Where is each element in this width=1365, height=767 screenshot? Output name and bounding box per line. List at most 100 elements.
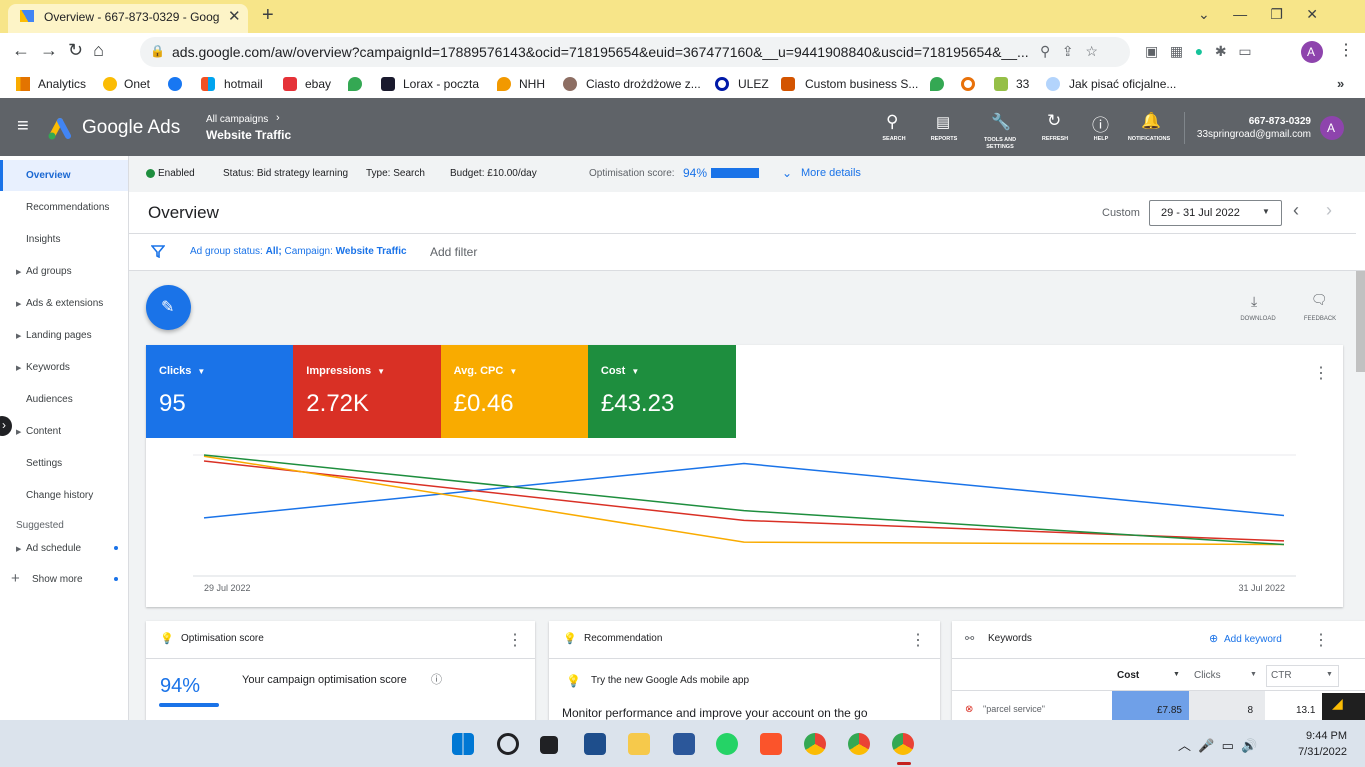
filter-icon[interactable] — [151, 245, 165, 258]
collapse-button[interactable] — [0, 416, 12, 436]
more-bookmarks[interactable]: » — [1337, 76, 1345, 91]
tool-label[interactable]: REFRESH — [1041, 136, 1069, 142]
metric-tile[interactable]: Cost ▼ £43.23 — [587, 345, 736, 438]
action-label[interactable]: FEEDBACK — [1303, 316, 1337, 322]
tool-label[interactable]: TOOLS AND SETTINGS — [983, 137, 1017, 150]
card-menu[interactable]: ⋮ — [910, 632, 926, 649]
bookmark[interactable]: ebay — [305, 77, 332, 91]
app-icon[interactable] — [848, 733, 870, 755]
new-tab[interactable]: + — [262, 4, 274, 26]
expand-arrow: ▶ — [16, 301, 22, 308]
card-menu[interactable]: ⋮ — [1313, 632, 1329, 649]
search-button[interactable] — [497, 733, 519, 755]
add-icon[interactable]: ⊕ — [1209, 633, 1219, 645]
app-icon[interactable] — [716, 733, 738, 755]
tab[interactable] — [8, 4, 248, 33]
more-icon[interactable]: ⌄ — [782, 166, 793, 180]
bookmark[interactable]: Lorax - poczta — [403, 77, 480, 91]
bookmark[interactable]: Onet — [124, 77, 151, 91]
avatar[interactable] — [1320, 116, 1344, 140]
help-icon[interactable]: ⓘ — [431, 674, 442, 686]
keyword[interactable]: "parcel service" — [983, 704, 1045, 714]
nav-item[interactable]: Show more — [32, 574, 83, 585]
overlay-widget[interactable] — [1322, 693, 1365, 720]
column-header[interactable]: Clicks — [1194, 670, 1221, 681]
omnibox[interactable] — [140, 37, 1130, 67]
nav-buttons[interactable]: ← → ↻ ⌂ — [12, 40, 104, 60]
extensions[interactable]: ▣ ▦ ● ✱ ▭ — [1145, 43, 1252, 59]
tool-label[interactable]: HELP — [1093, 136, 1109, 142]
tool-label[interactable]: SEARCH — [882, 136, 906, 142]
bookmark-icon[interactable] — [930, 77, 944, 91]
next-range[interactable]: › — [1326, 200, 1332, 220]
nav-item[interactable]: Ad schedule — [26, 543, 82, 554]
bookmark[interactable]: Custom business S... — [805, 77, 919, 91]
feedback-icon[interactable]: 🗨 — [1311, 292, 1328, 307]
app-icon[interactable] — [628, 733, 650, 755]
bookmark-icon[interactable] — [961, 77, 975, 91]
add-keyword[interactable]: Add keyword — [1224, 634, 1282, 645]
action-label[interactable]: DOWNLOAD — [1240, 316, 1276, 322]
bookmark[interactable]: NHH — [519, 77, 545, 91]
card-menu[interactable]: ⋮ — [1313, 365, 1329, 382]
tool-icon[interactable]: 🔔 — [1141, 113, 1161, 130]
bookmark[interactable]: ULEZ — [738, 77, 769, 91]
bookmark[interactable]: 33 — [1016, 77, 1030, 91]
bookmark[interactable]: Ciasto drożdżowe z... — [586, 77, 701, 91]
tab-close[interactable]: ✕ — [228, 8, 241, 25]
breadcrumb[interactable]: All campaigns — [206, 114, 269, 125]
nav-item[interactable]: Ad groups — [26, 266, 72, 277]
metric-value: £0.46 — [453, 390, 514, 417]
add-filter[interactable]: Add filter — [430, 245, 478, 259]
app-icon[interactable] — [673, 733, 695, 755]
date-picker[interactable] — [1149, 200, 1282, 226]
nav-item[interactable]: Landing pages — [26, 330, 92, 341]
tool-icon[interactable]: ⚲ — [886, 112, 899, 131]
metric-tile[interactable]: Avg. CPC ▼ £0.46 — [440, 345, 589, 438]
tool-icon[interactable]: ↻ — [1047, 111, 1062, 130]
bookmark[interactable]: Analytics — [38, 77, 87, 91]
tool-label[interactable]: REPORTS — [930, 136, 958, 142]
app-icon[interactable] — [892, 733, 914, 755]
tool-icon[interactable]: 🔧 — [991, 114, 1011, 131]
nav-item[interactable]: Change history — [26, 490, 94, 501]
bookmark[interactable]: Jak pisać oficjalne... — [1069, 77, 1177, 91]
tool-label[interactable]: NOTIFICATIONS — [1127, 136, 1171, 142]
column-header[interactable]: CTR — [1271, 670, 1292, 681]
app-icon[interactable] — [760, 733, 782, 755]
nav-item[interactable]: Keywords — [26, 362, 70, 373]
omnibox-icons[interactable]: ⚲ ⇪ ☆ — [1040, 43, 1098, 59]
profile[interactable] — [1301, 41, 1323, 63]
nav-item[interactable]: Audiences — [26, 394, 73, 405]
nav-item[interactable]: Overview — [26, 170, 71, 181]
metric-tile[interactable]: Impressions ▼ 2.72K — [293, 345, 442, 438]
nav-item[interactable]: Settings — [26, 458, 63, 469]
nav-item[interactable]: Insights — [26, 234, 61, 245]
bookmark-icon[interactable] — [348, 77, 362, 91]
bookmark[interactable]: hotmail — [224, 77, 263, 91]
bookmark-icon[interactable] — [168, 77, 182, 91]
app-icon[interactable] — [584, 733, 606, 755]
task-view[interactable] — [540, 736, 558, 754]
menu[interactable]: ⋮ — [1338, 42, 1354, 59]
start-button[interactable] — [452, 733, 474, 755]
edit-button[interactable] — [146, 285, 191, 330]
window-controls[interactable]: ⌄ — ❐ ✕ — [1198, 6, 1319, 22]
nav-item[interactable]: Recommendations — [26, 202, 110, 213]
menu-button[interactable]: ≡ — [17, 115, 29, 137]
tray-icons[interactable]: ︿ 🎤 ▭ 🔊 — [1178, 738, 1258, 753]
app-icon[interactable] — [804, 733, 826, 755]
tool-icon[interactable]: ⓘ — [1092, 116, 1109, 135]
nav-item[interactable]: Ads & extensions — [26, 298, 104, 309]
more-details[interactable]: More details — [801, 167, 861, 179]
tool-icon[interactable]: ▤ — [936, 114, 951, 131]
campaign-status: Enabled — [158, 168, 195, 179]
column-header[interactable]: Cost — [1117, 670, 1140, 681]
nav-item[interactable]: Content — [26, 426, 62, 437]
prev-range[interactable]: ‹ — [1293, 200, 1299, 220]
card-menu[interactable]: ⋮ — [507, 632, 523, 649]
download-icon[interactable]: ⤓ — [1251, 293, 1258, 309]
metric-tile[interactable]: Clicks ▼ 95 — [146, 345, 294, 438]
column-select[interactable] — [1266, 665, 1339, 687]
filter-chip[interactable]: Ad group status: All; Campaign: Website … — [190, 246, 407, 257]
